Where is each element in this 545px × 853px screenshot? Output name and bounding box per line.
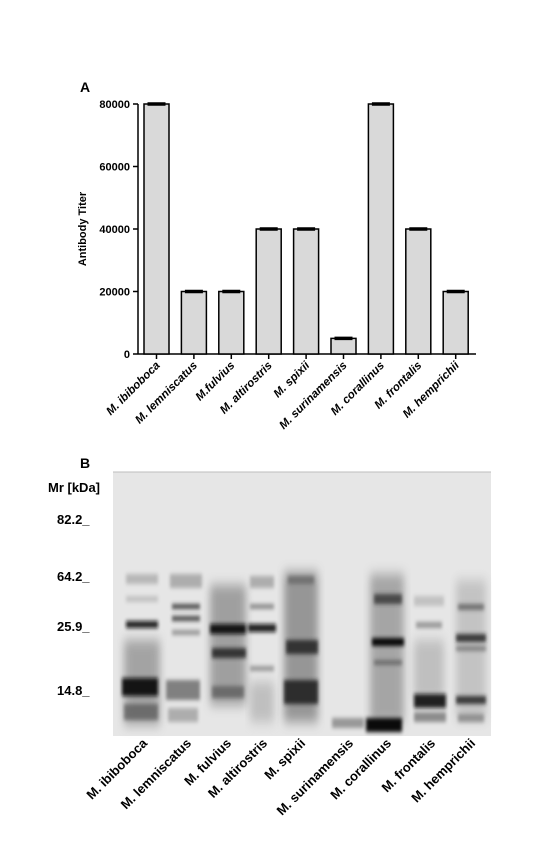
lane-corallinus-bands [366,574,404,732]
lane-lemniscatus-bands [166,574,202,722]
bar [367,103,395,355]
y-tick-label: 80000 [99,99,130,111]
lane-frontalis-bands [414,596,446,722]
lane-altirostris-bands [248,576,276,722]
lane-fulvius-bands [210,585,246,705]
marker-82-2: 82.2_ [57,512,90,527]
x-category-label: M. surinamensis [277,360,349,432]
molecular-weight-markers: 82.2_ 64.2_ 25.9_ 14.8_ [57,512,90,698]
bar [405,228,432,355]
lane-spixii-bands [284,572,318,722]
lane-hemprichii-bands [456,580,486,722]
y-axis-title: Antibody Titer [77,191,89,266]
marker-64-2: 64.2_ [57,569,90,584]
bar [442,290,469,355]
lane-surinamensis-bands [332,718,364,728]
bar [255,228,282,355]
lane-label: M. spixii [261,736,308,783]
bar [330,337,357,355]
y-tick-label: 0 [124,349,130,361]
panel-b-label: B [80,455,90,471]
bar [292,228,320,355]
marker-14-8: 14.8_ [57,683,90,698]
y-tick-label: 60000 [99,162,130,174]
bar [180,290,208,355]
marker-25-9: 25.9_ [57,619,90,634]
y-tick-label: 20000 [99,287,130,299]
lane-ibiboboca-bands [122,574,160,725]
bar [143,103,170,355]
bar [218,290,245,355]
y-tick-label: 40000 [99,224,130,236]
mr-title: Mr [kDa] [48,480,100,495]
western-blot-image [113,471,491,736]
panel-a-label: A [80,79,90,95]
